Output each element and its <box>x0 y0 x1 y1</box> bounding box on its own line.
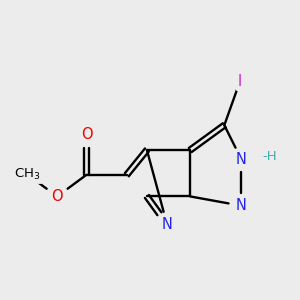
Text: -H: -H <box>262 150 277 163</box>
Text: I: I <box>238 74 242 89</box>
Text: N: N <box>162 217 172 232</box>
Text: O: O <box>81 127 92 142</box>
Text: O: O <box>51 189 63 204</box>
Text: N: N <box>236 152 247 167</box>
Text: N: N <box>236 198 247 213</box>
Text: N: N <box>236 152 247 167</box>
Text: CH$_3$: CH$_3$ <box>14 167 41 182</box>
